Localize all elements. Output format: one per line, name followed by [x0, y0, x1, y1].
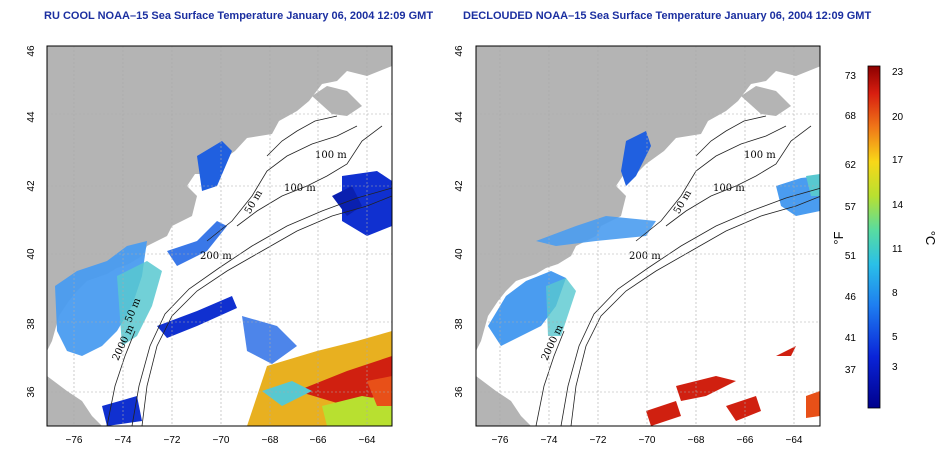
colorbar-tick-label: 73 — [845, 71, 857, 82]
depth-contour-label: 100 m — [284, 183, 316, 194]
axis-tick-label: 36 — [26, 386, 37, 398]
fahrenheit-unit-label: °F — [831, 231, 846, 244]
axis-tick-label: −74 — [541, 435, 558, 446]
colorbar-tick-label: 37 — [845, 365, 857, 376]
axis-tick-label: 42 — [454, 180, 465, 192]
axis-tick-label: −66 — [737, 435, 754, 446]
depth-contour-label: 200 m — [629, 251, 661, 262]
colorbar-tick-label: 8 — [892, 288, 898, 299]
axis-tick-label: −68 — [262, 435, 279, 446]
axis-tick-label: −66 — [310, 435, 327, 446]
axis-tick-label: −76 — [66, 435, 83, 446]
colorbar-tick-label: 17 — [892, 155, 904, 166]
left-map-title: RU COOL NOAA–15 Sea Surface Temperature … — [44, 10, 434, 22]
axis-tick-label: −68 — [688, 435, 705, 446]
right-grid — [476, 46, 820, 426]
colorbar-fahrenheit-ticks: 73 68 62 57 51 46 41 37 — [845, 71, 857, 376]
colorbar-tick-label: 62 — [845, 160, 857, 171]
axis-tick-label: 36 — [454, 386, 465, 398]
axis-tick-label: −72 — [590, 435, 607, 446]
colorbar-tick-label: 5 — [892, 332, 898, 343]
colorbar-tick-label: 14 — [892, 200, 904, 211]
celsius-unit-label: °C — [923, 231, 938, 246]
axis-tick-label: −70 — [639, 435, 656, 446]
colorbar-tick-label: 51 — [845, 251, 857, 262]
colorbar: 73 68 62 57 51 46 41 37 23 20 17 14 11 8… — [831, 65, 938, 409]
axis-tick-label: 40 — [454, 248, 465, 260]
colorbar-celsius-ticks: 23 20 17 14 11 8 5 3 — [892, 67, 904, 373]
axis-tick-label: −72 — [164, 435, 181, 446]
axis-tick-label: 40 — [26, 248, 37, 260]
right-map-title: DECLOUDED NOAA–15 Sea Surface Temperatur… — [463, 10, 872, 22]
axis-tick-label: −74 — [115, 435, 132, 446]
right-lon-ticks: −76 −74 −72 −70 −68 −66 −64 — [492, 435, 803, 446]
axis-tick-label: −64 — [786, 435, 803, 446]
depth-contour-label: 100 m — [713, 183, 745, 194]
left-lon-ticks: −76 −74 −72 −70 −68 −66 −64 — [66, 435, 376, 446]
colorbar-tick-label: 68 — [845, 111, 857, 122]
right-lat-ticks: 46 44 42 40 38 36 — [454, 45, 465, 398]
colorbar-tick-label: 11 — [892, 244, 903, 255]
right-map: 100 m 100 m 50 m 200 m 2000 m — [454, 45, 821, 446]
colorbar-gradient — [867, 65, 881, 409]
axis-tick-label: 46 — [26, 45, 37, 57]
depth-contour-label: 200 m — [200, 251, 232, 262]
right-sst-patches — [488, 131, 820, 426]
left-grid — [47, 46, 392, 426]
colorbar-tick-label: 3 — [892, 362, 898, 373]
colorbar-tick-label: 23 — [892, 67, 904, 78]
axis-tick-label: −64 — [359, 435, 376, 446]
colorbar-tick-label: 46 — [845, 292, 857, 303]
colorbar-tick-label: 57 — [845, 202, 857, 213]
left-lat-ticks: 46 44 42 40 38 36 — [26, 45, 37, 398]
left-map: 100 m 100 m 50 m 200 m 50 m 2000 m — [26, 45, 393, 446]
axis-tick-label: 42 — [26, 180, 37, 192]
depth-contour-label: 100 m — [315, 150, 347, 161]
axis-tick-label: 46 — [454, 45, 465, 57]
axis-tick-label: 38 — [26, 318, 37, 330]
axis-tick-label: −76 — [492, 435, 509, 446]
depth-contour-label: 100 m — [744, 150, 776, 161]
colorbar-tick-label: 20 — [892, 112, 904, 123]
axis-tick-label: 44 — [454, 111, 465, 123]
axis-tick-label: 44 — [26, 111, 37, 123]
axis-tick-label: −70 — [213, 435, 230, 446]
axis-tick-label: 38 — [454, 318, 465, 330]
colorbar-tick-label: 41 — [845, 333, 857, 344]
